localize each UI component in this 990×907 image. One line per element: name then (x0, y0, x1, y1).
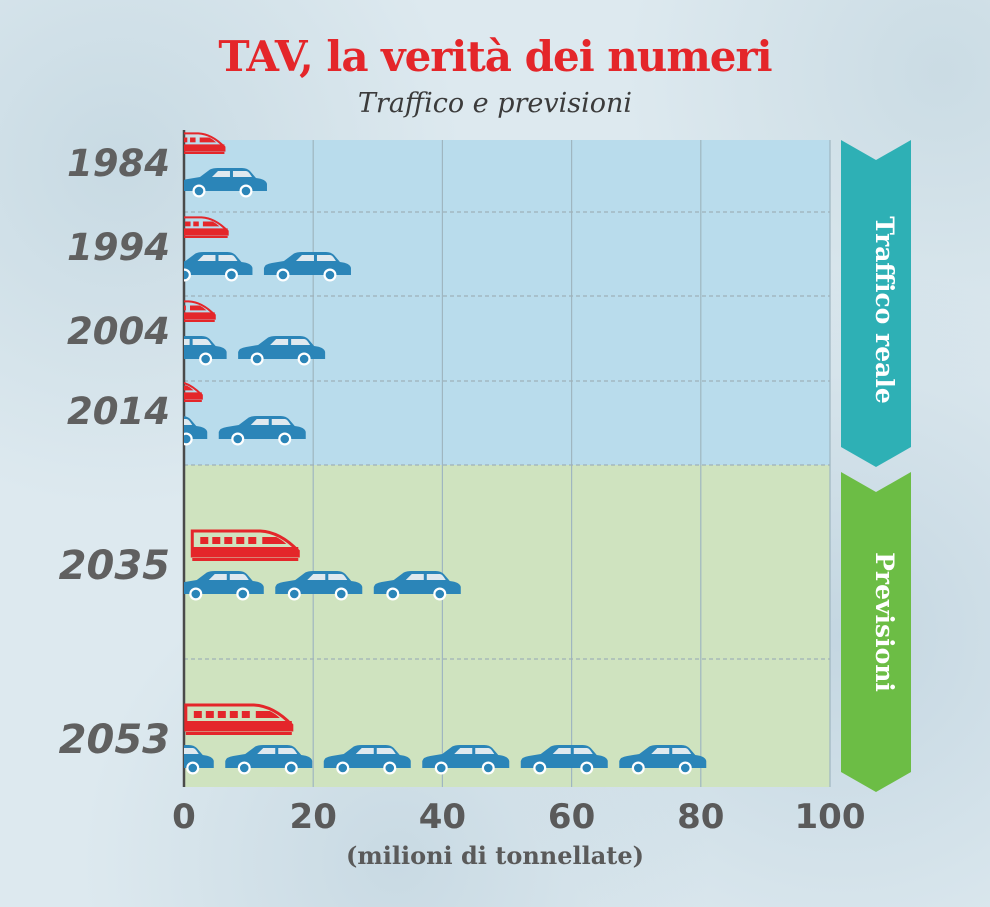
x-tick-label: 80 (677, 797, 724, 837)
year-labels: 1984 1994 2004 2014 2035 2053 (59, 142, 170, 763)
real-traffic-zone (184, 140, 830, 465)
plot-background (184, 140, 830, 787)
chart-title: TAV, la verità dei numeri (218, 32, 772, 81)
forecast-zone (184, 465, 830, 787)
year-label: 2014 (67, 390, 170, 433)
year-label: 2004 (67, 310, 170, 353)
real-traffic-label: Traffico reale (870, 216, 899, 403)
x-tick-label: 0 (172, 797, 196, 837)
x-axis-label: (milioni di tonnellate) (345, 841, 645, 870)
real-traffic-banner (841, 140, 911, 467)
chart-subtitle: Traffico e previsioni (357, 88, 633, 119)
forecast-label: Previsioni (870, 552, 899, 692)
year-label: 1984 (67, 142, 170, 185)
year-label: 1994 (67, 226, 170, 269)
year-label: 2053 (59, 717, 170, 763)
x-tick-label: 100 (795, 797, 866, 837)
x-tick-label: 40 (419, 797, 466, 837)
forecast-banner (841, 472, 911, 792)
forecast-arrow: Previsioni (841, 472, 911, 792)
x-axis-ticks: 0 20 40 60 80 100 (172, 797, 865, 837)
x-tick-label: 60 (548, 797, 595, 837)
real-traffic-arrow: Traffico reale (841, 140, 911, 467)
x-tick-label: 20 (290, 797, 337, 837)
grid (182, 130, 831, 787)
year-label: 2035 (59, 543, 170, 589)
